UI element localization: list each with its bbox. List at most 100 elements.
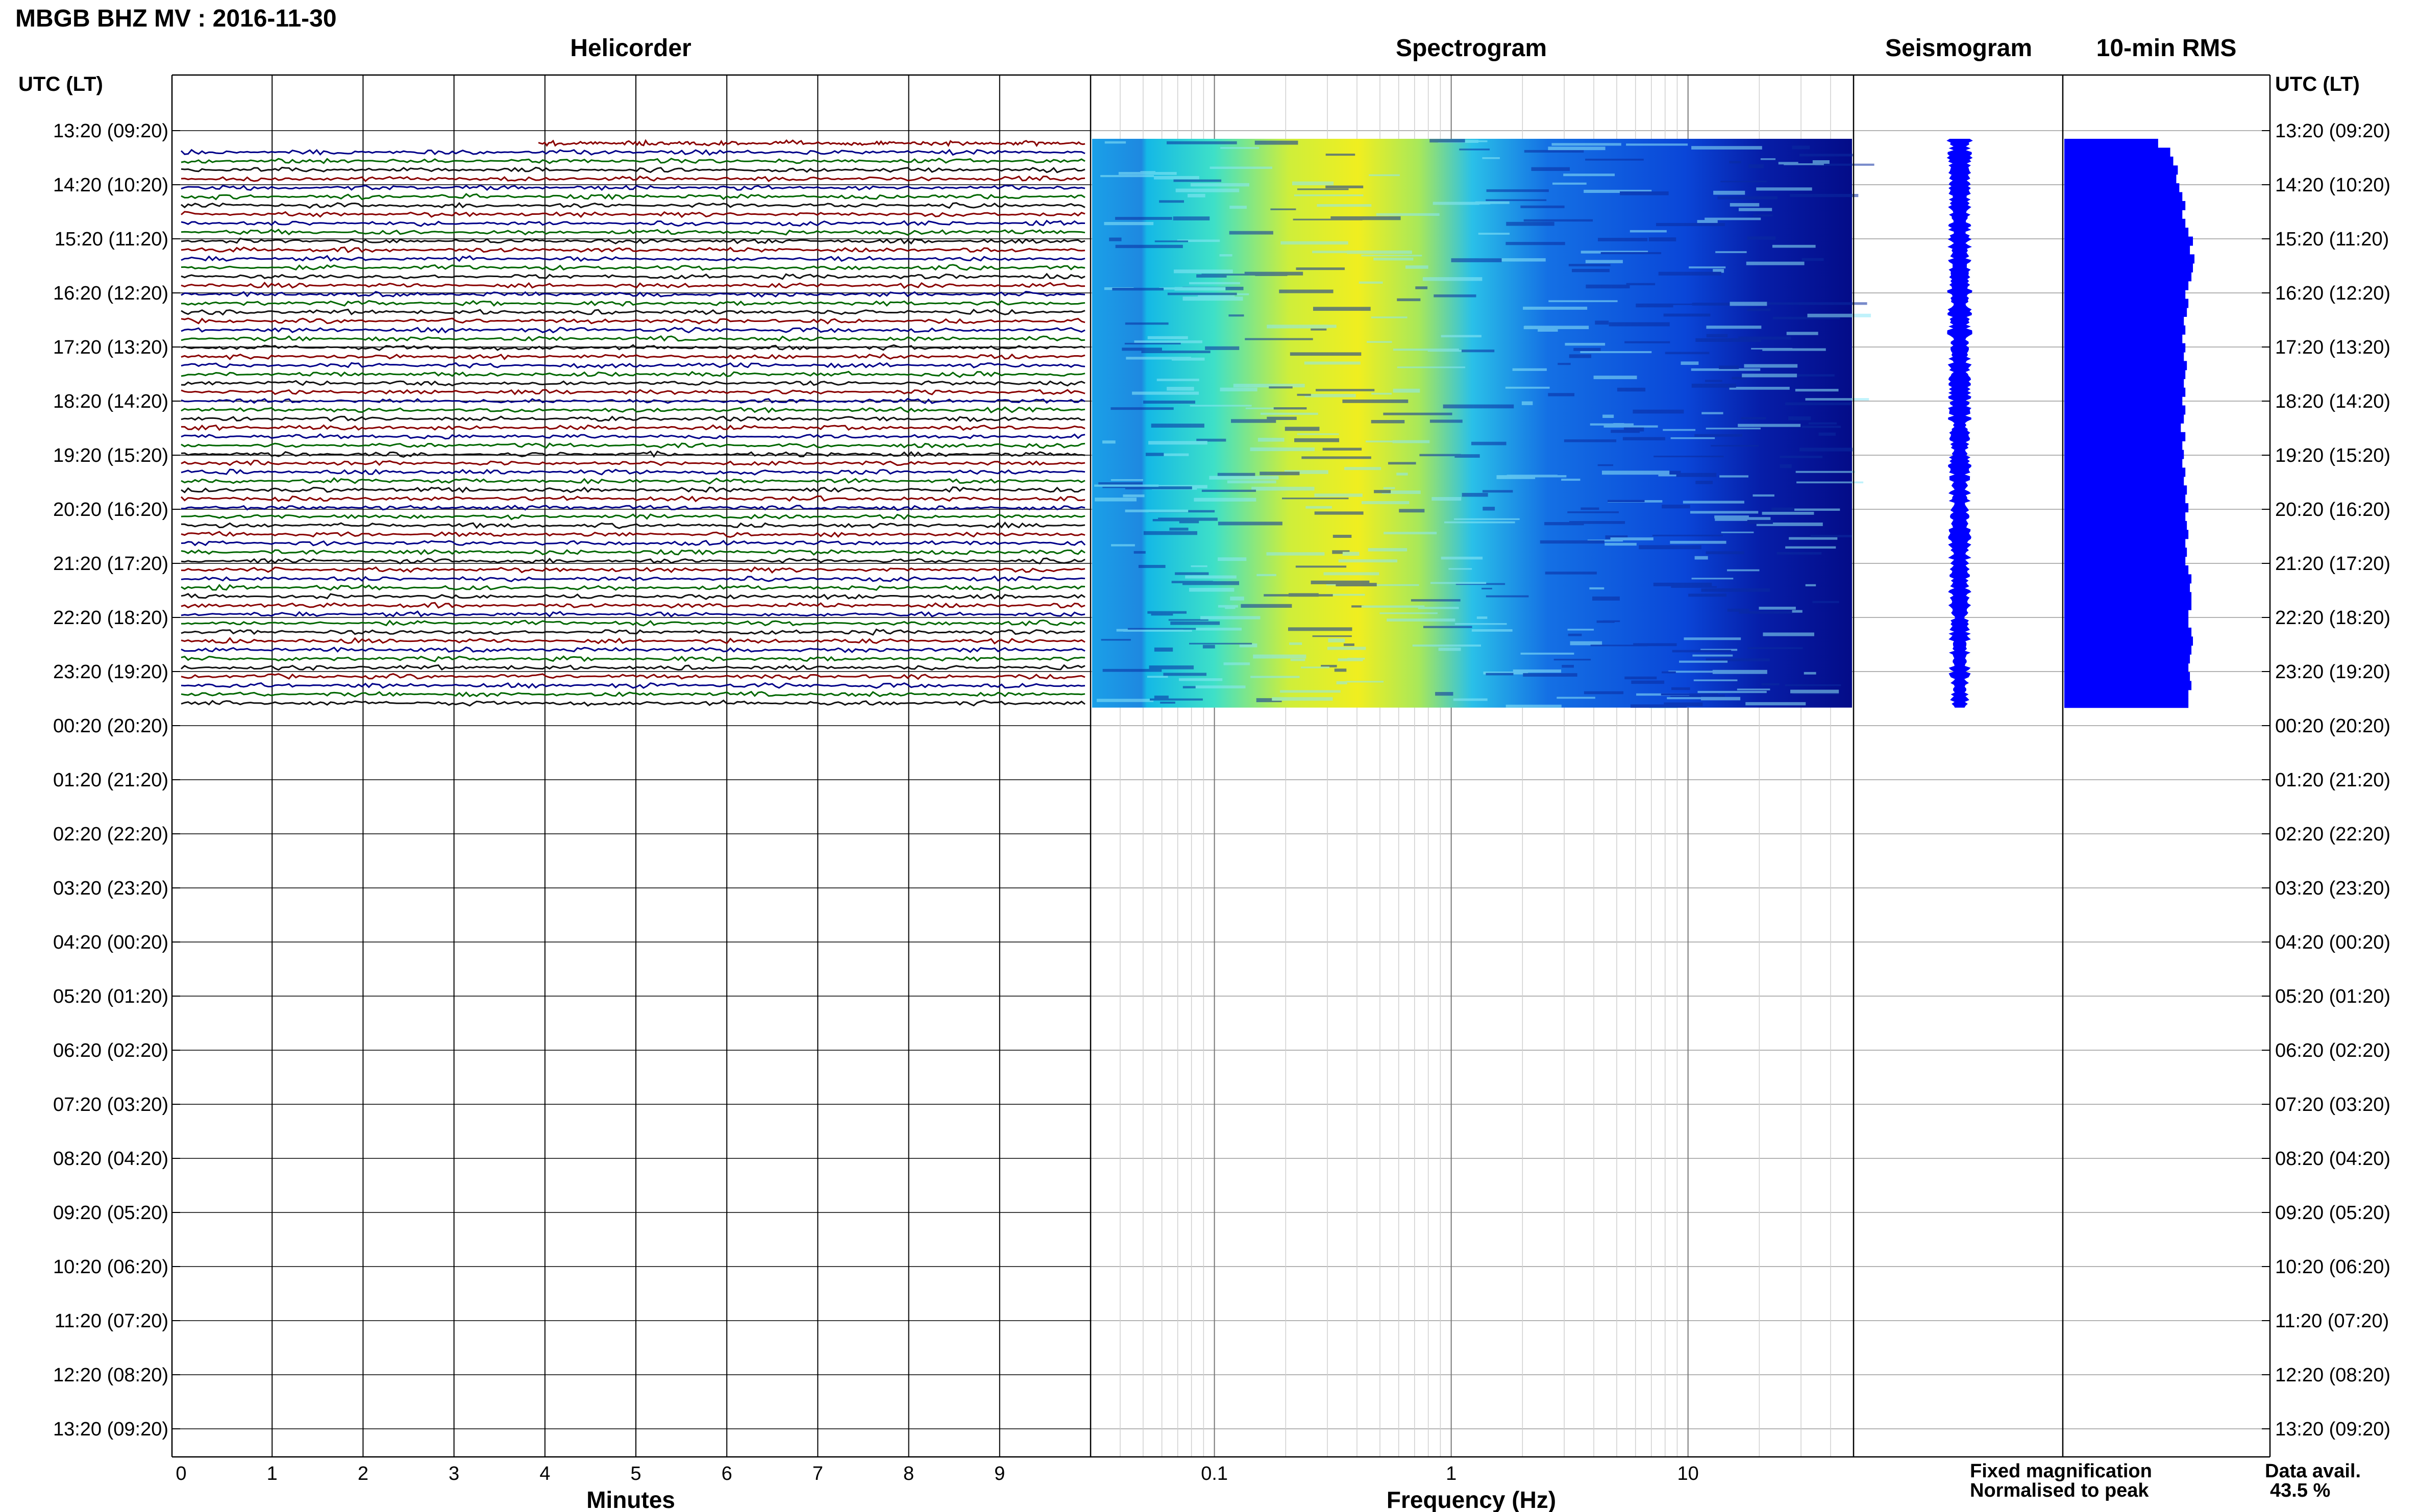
spectrogram-streak bbox=[1569, 354, 1592, 358]
helicorder-trace-row bbox=[181, 335, 1085, 342]
time-tick-label-left: 22:20 (18:20) bbox=[53, 607, 168, 629]
spectrogram-streak bbox=[1603, 425, 1658, 428]
spectrogram-streak bbox=[1230, 597, 1244, 601]
time-tick-label-left: 07:20 (03:20) bbox=[53, 1094, 168, 1116]
time-tick-label-left: 09:20 (05:20) bbox=[53, 1202, 168, 1224]
time-tick-label-right: 18:20 (14:20) bbox=[2275, 391, 2390, 412]
spectrogram-streak bbox=[1711, 444, 1759, 447]
helicorder-trace-row bbox=[181, 575, 1085, 582]
spectrogram-streak bbox=[1557, 697, 1595, 699]
axis-ticks: 13:20 (09:20) 13:20 (09:20) 14:20 (10:20) 1… bbox=[53, 120, 2390, 1484]
spectrogram-streak bbox=[1526, 475, 1567, 478]
time-tick-label-left: 10:20 (06:20) bbox=[53, 1256, 168, 1278]
spectrogram-streak bbox=[1505, 242, 1565, 245]
helicorder-trace-row bbox=[181, 211, 1085, 218]
spectrogram-streak bbox=[1167, 141, 1237, 144]
spectrogram-streak bbox=[1756, 187, 1812, 191]
time-tick-label-right: 13:20 (09:20) bbox=[2275, 1419, 2390, 1440]
time-tick-label-right: 23:20 (19:20) bbox=[2275, 661, 2390, 683]
spectrogram-streak bbox=[1567, 511, 1619, 513]
spectrogram-streak bbox=[1778, 162, 1798, 165]
helicorder-trace-row bbox=[181, 655, 1085, 662]
helicorder-trace-row bbox=[181, 229, 1085, 236]
spectrogram-streak bbox=[1671, 586, 1717, 588]
helicorder-trace-row bbox=[181, 255, 1085, 262]
spectrogram-streak bbox=[1697, 220, 1718, 224]
spectrogram-streak bbox=[1438, 648, 1461, 651]
spectrogram-streak bbox=[1297, 433, 1339, 435]
spectrogram-streak bbox=[1396, 473, 1408, 476]
spectrogram-streak bbox=[1744, 364, 1798, 368]
spectrogram-streak bbox=[1729, 387, 1790, 390]
time-tick-label-right: 00:20 (20:20) bbox=[2275, 715, 2390, 737]
spectrogram-streak bbox=[1143, 400, 1196, 404]
spectrogram-streak bbox=[1429, 419, 1463, 423]
rms-bar bbox=[2064, 574, 2192, 584]
spectrogram-streak bbox=[1475, 201, 1510, 204]
spectrogram-streak bbox=[1294, 194, 1364, 196]
spectrogram-streak bbox=[1631, 680, 1665, 684]
spectrogram-streak bbox=[1260, 412, 1318, 415]
minute-tick-label: 2 bbox=[358, 1463, 368, 1484]
spectrogram-streak bbox=[1795, 389, 1839, 392]
time-tick-label-left: 21:20 (17:20) bbox=[53, 553, 168, 575]
legend-normalised-to-peak: Normalised to peak bbox=[1970, 1480, 2149, 1501]
spectrogram-streak bbox=[1697, 690, 1767, 693]
spectrogram-streak bbox=[1198, 295, 1235, 297]
minute-tick-label: 8 bbox=[903, 1463, 914, 1484]
spectrogram-streak bbox=[1125, 509, 1189, 512]
helicorder-trace-row bbox=[180, 148, 1085, 156]
rms-bar bbox=[2064, 459, 2183, 468]
spectrogram-streak bbox=[1387, 618, 1455, 622]
spectrogram-streak bbox=[1681, 361, 1699, 365]
helicorder-trace-row bbox=[181, 602, 1085, 609]
spectrogram-streak bbox=[1608, 500, 1645, 503]
data-avail-value: 43.5 % bbox=[2270, 1480, 2330, 1501]
spectrogram-streak bbox=[1589, 587, 1605, 590]
spectrogram-streak bbox=[1648, 237, 1676, 242]
spectrogram-streak bbox=[1273, 407, 1307, 410]
spectrogram-streak bbox=[1110, 407, 1174, 410]
rms-bar bbox=[2064, 423, 2181, 433]
spectrogram-streak bbox=[1747, 519, 1773, 524]
spectrogram-streak bbox=[1745, 702, 1806, 706]
rms-bar bbox=[2064, 485, 2187, 495]
spectrogram-streak bbox=[1620, 191, 1669, 195]
spectrogram-streak bbox=[1272, 697, 1333, 701]
spectrogram-streak bbox=[1132, 391, 1199, 395]
spectrogram-streak bbox=[1538, 328, 1558, 332]
spectrogram-streak bbox=[1325, 154, 1355, 156]
spectrogram-streak bbox=[1506, 221, 1554, 226]
spectrogram-streak bbox=[1118, 171, 1177, 175]
spectrogram-streak bbox=[1590, 645, 1648, 647]
spectrogram-streak bbox=[1147, 611, 1187, 614]
spectrogram-streak bbox=[1332, 550, 1350, 554]
spectrogram-streak bbox=[1523, 673, 1577, 677]
rms-bar bbox=[2064, 307, 2187, 317]
spectrogram-streak bbox=[1190, 183, 1249, 187]
spectrogram-streak bbox=[1712, 670, 1767, 674]
spectrogram-streak bbox=[1717, 196, 1778, 200]
spectrogram-streak bbox=[1325, 185, 1364, 188]
spectrogram-streak bbox=[1304, 394, 1356, 398]
spectrogram-streak bbox=[1812, 601, 1839, 603]
rms-bar bbox=[2064, 352, 2184, 362]
spectrogram-streak bbox=[1670, 540, 1726, 544]
spectrogram-streak bbox=[1110, 479, 1143, 481]
helicorder-trace-row bbox=[181, 308, 1085, 316]
spectrogram-streak bbox=[1471, 629, 1513, 632]
spectrogram-streak bbox=[1304, 361, 1361, 365]
spectrogram-streak bbox=[1188, 193, 1205, 197]
spectrogram-streak bbox=[1691, 383, 1736, 388]
spectrogram-streak bbox=[1795, 470, 1855, 473]
spectrogram-streak bbox=[1250, 676, 1300, 678]
rms-bar bbox=[2064, 387, 2186, 397]
spectrogram-streak bbox=[1264, 594, 1333, 597]
rms-bar bbox=[2064, 441, 2183, 451]
spectrogram-streak bbox=[1338, 658, 1363, 661]
helicorder-trace-row bbox=[181, 628, 1085, 636]
panel-title-rms: 10-min RMS bbox=[2096, 35, 2237, 62]
spectrogram-streak bbox=[1156, 379, 1199, 381]
spectrogram-streak bbox=[1284, 470, 1328, 474]
spectrogram-streak bbox=[1624, 341, 1670, 343]
